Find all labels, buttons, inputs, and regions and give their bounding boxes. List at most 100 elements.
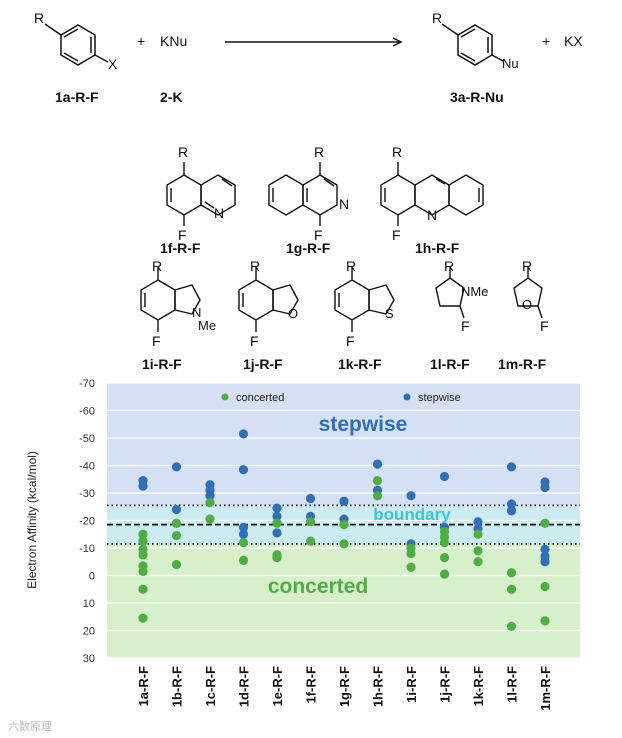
atom-1i-n: N — [192, 305, 202, 320]
data-point-concerted — [305, 536, 316, 546]
watermark: 六数原理 — [8, 721, 52, 733]
data-point-stepwise — [171, 504, 182, 515]
data-point-concerted — [138, 584, 148, 594]
y-axis-label: Electron Affinity (kcal/mol) — [25, 451, 39, 589]
data-point-concerted — [272, 518, 282, 528]
atom-1m-f: F — [540, 318, 549, 334]
atom-1m-o: O — [522, 297, 533, 312]
data-point-concerted — [506, 568, 517, 578]
atom-1l-r: R — [444, 258, 455, 274]
label-1l: 1l-R-F — [430, 356, 470, 372]
atom-1l-nme: NMe — [461, 284, 489, 299]
x-category-label: 1e-R-F — [270, 666, 285, 707]
y-tick-label: 20 — [83, 626, 95, 638]
data-point-concerted — [406, 562, 416, 572]
atom-1i-r: R — [152, 258, 163, 274]
ring-1j-furan — [272, 284, 299, 315]
data-point-stepwise — [238, 522, 249, 532]
y-tick-label: 10 — [83, 598, 95, 610]
data-point-concerted — [205, 514, 215, 524]
data-point-stepwise — [540, 557, 550, 567]
legend-label-concerted: concerted — [236, 392, 284, 404]
region-label-concerted: concerted — [268, 575, 368, 598]
atom-1j-r: R — [250, 258, 261, 274]
atom-1l-f: F — [461, 318, 470, 334]
data-point-concerted — [171, 518, 182, 528]
data-point-concerted — [238, 537, 249, 548]
data-point-concerted — [540, 518, 550, 528]
atom-1h-f: F — [392, 227, 401, 243]
data-point-concerted — [406, 548, 416, 559]
data-point-concerted — [439, 569, 450, 579]
data-point-concerted — [205, 498, 215, 508]
y-tick-label: 0 — [89, 571, 95, 583]
reactant-r-group: R — [34, 10, 45, 26]
data-point-concerted — [540, 581, 550, 592]
x-category-label: 1f-R-F — [304, 666, 319, 704]
substrate-drawings — [140, 162, 543, 332]
data-point-concerted — [339, 539, 349, 549]
data-point-stepwise — [272, 503, 282, 513]
reagent-knu: KNu — [160, 33, 188, 49]
data-point-concerted — [372, 491, 383, 501]
atom-1h-n: N — [427, 207, 438, 223]
atom-1k-r: R — [346, 258, 357, 274]
data-point-concerted — [138, 529, 148, 539]
data-point-concerted — [339, 520, 349, 530]
atom-1k-s: S — [385, 306, 394, 321]
x-category-label: 1b-R-F — [170, 666, 185, 707]
data-point-stepwise — [171, 462, 182, 472]
atom-1m-r: R — [522, 258, 533, 274]
data-point-concerted — [473, 529, 483, 539]
data-point-concerted — [439, 537, 450, 548]
data-point-stepwise — [506, 499, 517, 509]
label-1k: 1k-R-F — [338, 356, 382, 372]
region-label-boundary: boundary — [373, 505, 451, 524]
atom-1j-f: F — [250, 333, 259, 349]
chart-regions — [107, 383, 580, 658]
data-point-stepwise — [439, 471, 450, 482]
atom-1f-f: F — [178, 227, 187, 243]
data-point-concerted — [171, 531, 182, 541]
atom-1h-r: R — [392, 144, 403, 160]
data-point-stepwise — [238, 465, 249, 475]
data-point-stepwise — [339, 496, 349, 506]
x-category-label: 1a-R-F — [136, 666, 151, 707]
reactant-leaving-group: X — [108, 56, 118, 72]
data-point-stepwise — [406, 491, 416, 501]
data-point-concerted — [138, 550, 148, 560]
label-1h: 1h-R-F — [415, 240, 460, 256]
product-nu-group: Nu — [502, 56, 519, 71]
y-tick-label: -30 — [79, 488, 95, 500]
legend-marker-concerted — [221, 393, 229, 401]
reactant-label: 1a-R-F — [55, 89, 99, 105]
y-tick-label: -70 — [79, 378, 95, 390]
data-point-concerted — [138, 566, 148, 576]
atom-1f-n: N — [214, 205, 225, 221]
data-point-stepwise — [506, 506, 517, 516]
region-stepwise — [107, 383, 580, 506]
region-concerted — [107, 543, 580, 658]
data-point-concerted — [540, 616, 550, 626]
data-point-concerted — [506, 621, 517, 631]
data-point-stepwise — [238, 429, 249, 439]
data-point-concerted — [473, 546, 483, 556]
data-point-stepwise — [272, 511, 282, 521]
data-point-stepwise — [540, 482, 550, 493]
x-category-label: 1k-R-F — [471, 666, 486, 707]
label-1f: 1f-R-F — [160, 240, 201, 256]
data-point-concerted — [238, 555, 249, 565]
x-category-label: 1l-R-F — [505, 666, 520, 703]
ring-1i-pyrrole — [174, 284, 201, 315]
plus-sign-2: + — [542, 33, 551, 49]
label-1m: 1m-R-F — [498, 356, 547, 372]
data-point-concerted — [138, 536, 148, 546]
data-point-concerted — [473, 557, 483, 567]
y-tick-label: -20 — [79, 516, 95, 528]
x-category-label: 1j-R-F — [438, 666, 453, 703]
x-category-label: 1c-R-F — [203, 666, 218, 707]
byproduct-kx: KX — [564, 33, 583, 49]
label-1i: 1i-R-F — [142, 356, 182, 372]
plus-sign: + — [137, 33, 146, 49]
